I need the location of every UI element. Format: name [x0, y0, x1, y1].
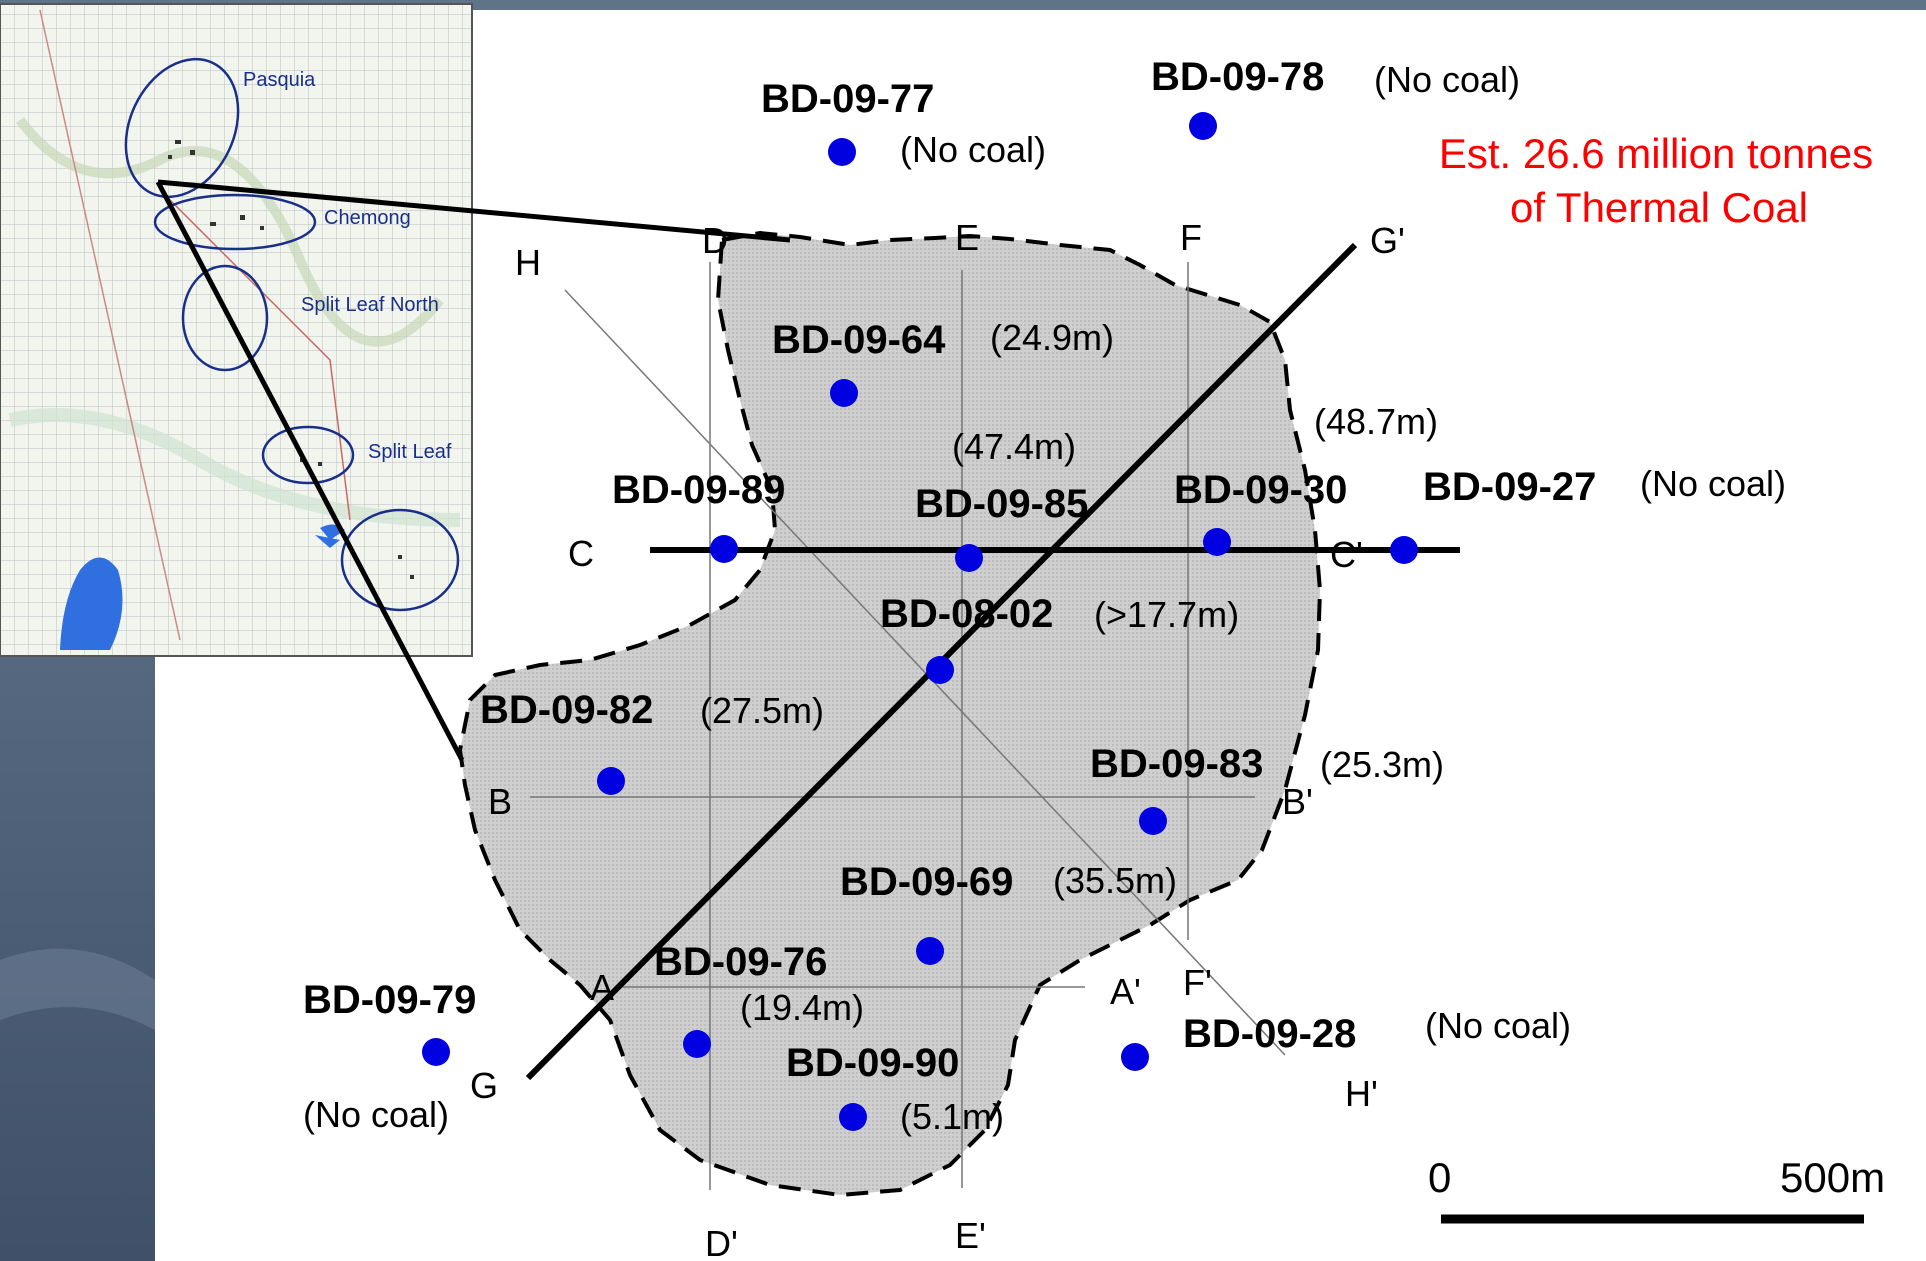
borehole-id: BD-09-64: [772, 318, 946, 362]
section-label: F': [1183, 962, 1212, 1003]
borehole-dot: [828, 138, 856, 166]
borehole-dot: [1390, 536, 1418, 564]
section-label: A: [590, 967, 614, 1008]
borehole-id: BD-09-69: [840, 860, 1013, 904]
borehole-dot: [830, 379, 858, 407]
borehole-dot: [683, 1030, 711, 1058]
south-outline: [340, 508, 460, 612]
borehole-note: (24.9m): [990, 317, 1114, 358]
borehole-id: BD-09-90: [786, 1041, 959, 1085]
borehole-id: BD-09-82: [480, 688, 653, 732]
section-label: G: [470, 1065, 498, 1106]
borehole-id: BD-09-76: [654, 940, 827, 984]
split-leaf-outline: [261, 425, 355, 485]
section-labels: A A' B B' C C' D D' E E' F F' G G' H H': [470, 217, 1405, 1261]
borehole-note: (No coal): [303, 1094, 449, 1135]
borehole-dot: [916, 937, 944, 965]
section-label: B': [1282, 781, 1313, 822]
callout-lines: [155, 179, 791, 762]
borehole-note: (48.7m): [1314, 401, 1438, 442]
inset-label: Pasquia: [243, 69, 316, 91]
borehole-dot: [926, 656, 954, 684]
borehole-id: BD-09-79: [303, 978, 476, 1022]
inset-label: Split Leaf: [368, 441, 452, 463]
borehole-dot: [422, 1038, 450, 1066]
borehole-id: BD-09-27: [1423, 465, 1596, 509]
section-label: A': [1110, 971, 1141, 1012]
section-label: H': [1345, 1073, 1378, 1114]
section-label: E: [955, 217, 979, 258]
borehole-labels: BD-09-77 BD-09-78 BD-09-64 BD-09-89 BD-0…: [303, 55, 1596, 1085]
scale-end: 500m: [1780, 1154, 1885, 1201]
section-label: G': [1370, 220, 1405, 261]
section-label: D: [702, 220, 728, 261]
borehole-notes: (No coal) (No coal) (24.9m) (47.4m) (48.…: [303, 59, 1786, 1137]
borehole-note: (No coal): [1374, 59, 1520, 100]
section-label: B: [488, 781, 512, 822]
borehole-note: (25.3m): [1320, 744, 1444, 785]
borehole-dot: [710, 535, 738, 563]
borehole-dot: [1139, 807, 1167, 835]
borehole-note: (47.4m): [952, 426, 1076, 467]
borehole-dot: [1189, 112, 1217, 140]
borehole-dot: [955, 544, 983, 572]
split-leaf-north-outline: [181, 264, 269, 372]
section-label: C: [568, 533, 594, 574]
borehole-markers: [422, 112, 1418, 1131]
borehole-note: (27.5m): [700, 690, 824, 731]
borehole-id: BD-09-89: [612, 468, 785, 512]
inset-label: Chemong: [324, 207, 411, 229]
section-label: C': [1330, 534, 1363, 575]
borehole-id: BD-09-78: [1151, 55, 1324, 99]
borehole-id: BD-09-30: [1174, 468, 1347, 512]
inset-map: Pasquia Chemong Split Leaf North Split L…: [0, 3, 473, 657]
section-gridlines: [530, 262, 1286, 1190]
estimate-line-1: Est. 26.6 million tonnes: [1439, 130, 1873, 177]
lake-shape: [60, 557, 123, 650]
borehole-id: BD-09-83: [1090, 742, 1263, 786]
estimate-line-2: of Thermal Coal: [1510, 184, 1808, 231]
borehole-id: BD-08-02: [880, 592, 1053, 636]
borehole-id: BD-09-77: [761, 77, 934, 121]
borehole-note: (5.1m): [900, 1096, 1004, 1137]
section-label: H: [515, 242, 541, 283]
borehole-note: (19.4m): [740, 987, 864, 1028]
section-label: D': [705, 1223, 738, 1261]
section-label: E': [955, 1215, 986, 1256]
section-label: F: [1180, 217, 1202, 258]
borehole-dot: [1203, 528, 1231, 556]
borehole-dot: [1121, 1043, 1149, 1071]
borehole-dot: [839, 1103, 867, 1131]
inset-label: Split Leaf North: [301, 294, 439, 316]
scale-start: 0: [1428, 1154, 1451, 1201]
borehole-id: BD-09-28: [1183, 1012, 1356, 1056]
pasquia-outline: [124, 57, 240, 199]
borehole-note: (No coal): [1425, 1005, 1571, 1046]
borehole-id: BD-09-85: [915, 482, 1088, 526]
borehole-note: (>17.7m): [1094, 594, 1239, 635]
chemong-outline: [153, 193, 317, 251]
borehole-note: (35.5m): [1053, 860, 1177, 901]
borehole-dot: [597, 767, 625, 795]
scale-bar: 0 500m: [1428, 1154, 1885, 1224]
borehole-note: (No coal): [1640, 463, 1786, 504]
borehole-note: (No coal): [900, 129, 1046, 170]
estimate-callout: Est. 26.6 million tonnes of Thermal Coal: [1439, 130, 1873, 231]
